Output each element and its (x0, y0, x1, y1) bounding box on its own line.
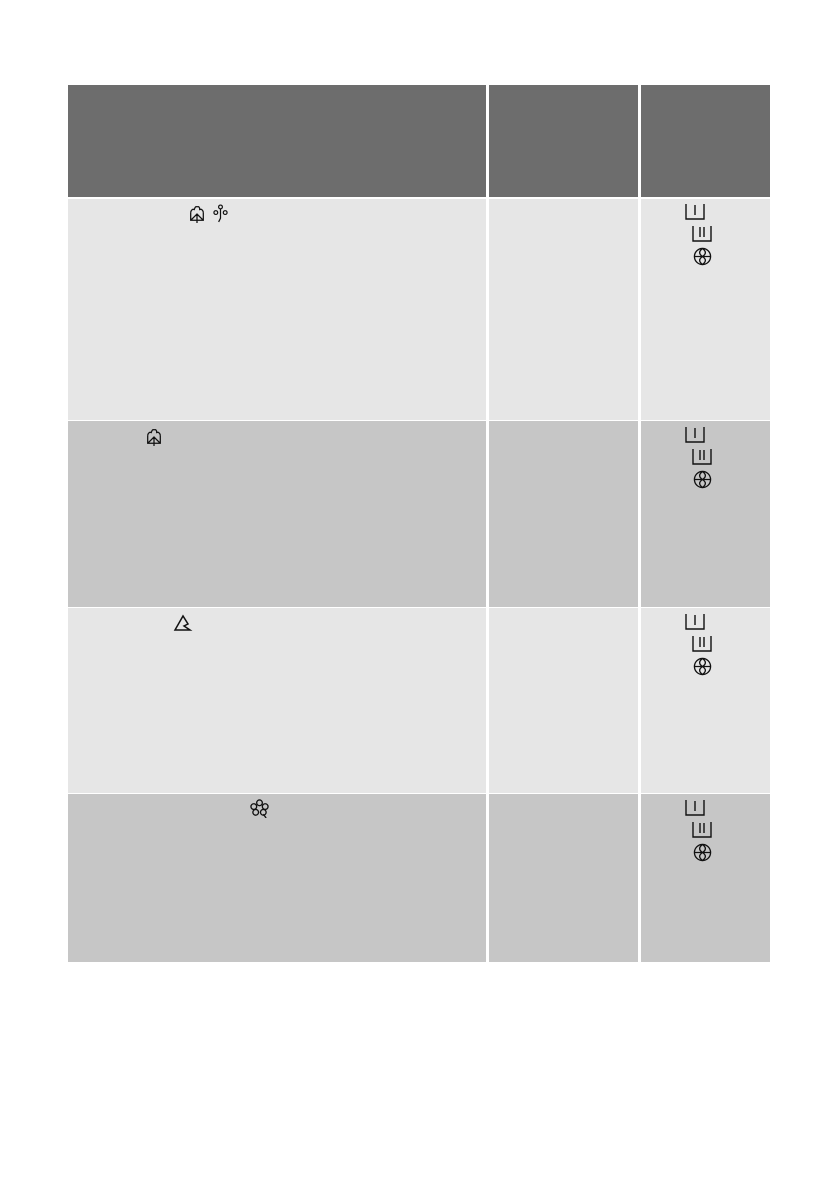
compartment-1-icon (685, 614, 705, 630)
table-row (68, 199, 486, 420)
table-cell (641, 608, 770, 793)
softener-icon (693, 247, 712, 266)
cotton-icon (145, 427, 163, 447)
compartment-1-icon (685, 800, 705, 816)
cotton-icon (188, 204, 206, 224)
table-cell (641, 421, 770, 607)
header-col-load (489, 85, 638, 197)
softener-icon (693, 657, 712, 676)
table-cell (641, 794, 770, 962)
compartment-2-icon (692, 636, 712, 652)
compartment-2-icon (692, 449, 712, 465)
table-row (68, 794, 486, 962)
synthetics-icon (173, 614, 193, 632)
compartment-2-icon (692, 822, 712, 838)
compartment-1-icon (685, 204, 705, 220)
header-col-program (68, 85, 486, 197)
table-row (68, 608, 486, 793)
table-cell (489, 199, 638, 420)
table-cell (489, 794, 638, 962)
delicates-icon (250, 799, 269, 818)
compartment-1-icon (685, 427, 705, 443)
compartment-2-icon (692, 226, 712, 242)
header-col-detergent (641, 85, 770, 197)
table-cell (641, 199, 770, 420)
table-row (68, 421, 486, 607)
eco-icon (213, 204, 228, 223)
softener-icon (693, 843, 712, 862)
table-cell (489, 608, 638, 793)
softener-icon (693, 470, 712, 489)
table-cell (489, 421, 638, 607)
